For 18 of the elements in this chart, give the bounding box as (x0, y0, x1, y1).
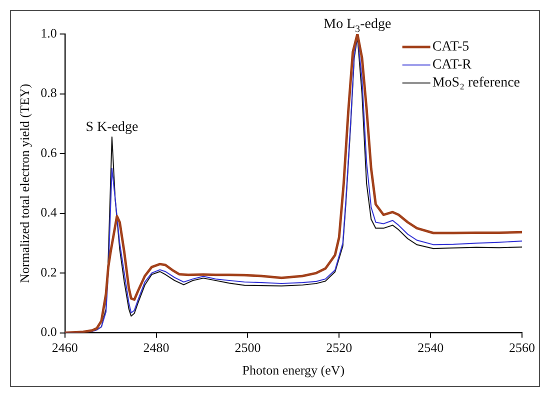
y-tick-label: 0.4 (40, 204, 58, 220)
x-tick-label: 2540 (418, 340, 444, 356)
legend-label: CAT-R (432, 58, 472, 73)
x-tick-label: 2520 (326, 340, 352, 356)
x-tick-label: 2560 (509, 340, 535, 356)
y-tick-label: 0.8 (40, 85, 57, 100)
y-axis-title: Normalized total electron yield (TEY) (17, 84, 32, 284)
y-tick-label: 0.2 (40, 264, 57, 280)
x-tick-label: 2460 (52, 340, 78, 356)
annotation: S K-edge (86, 120, 138, 136)
x-tick-label: 2500 (234, 340, 261, 356)
legend-label: CAT-5 (432, 40, 470, 55)
x-tick-label: 2480 (143, 340, 170, 356)
x-axis-title: Photon energy (eV) (242, 362, 345, 378)
y-tick-label: 0.0 (40, 324, 57, 340)
y-tick-label: 0.6 (40, 144, 58, 160)
y-tick-label: 1.0 (40, 25, 57, 40)
legend-label: MoS₂ reference (432, 76, 520, 91)
